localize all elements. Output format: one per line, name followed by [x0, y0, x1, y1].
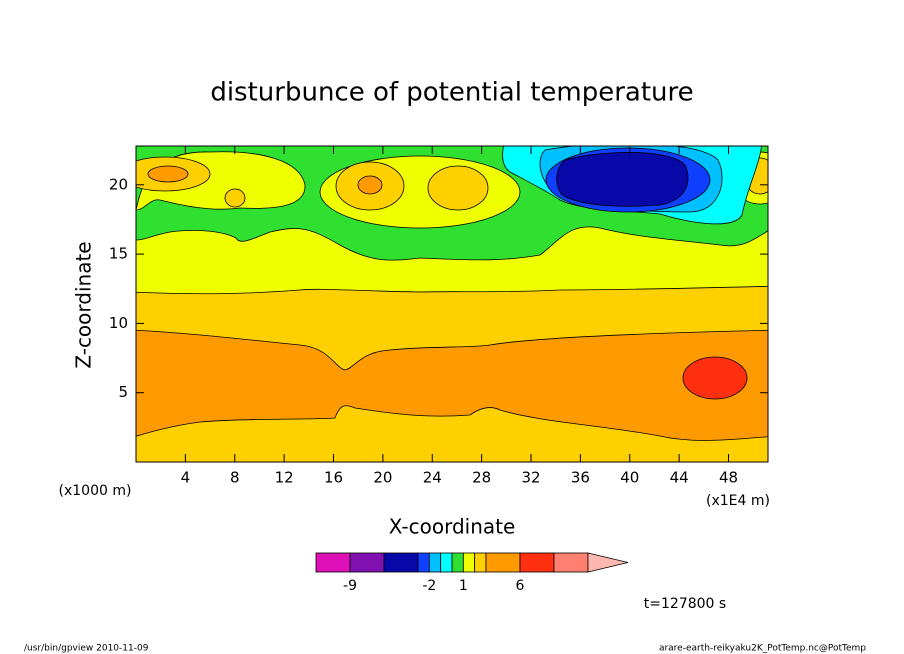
contour-region: [556, 151, 689, 207]
footer-left: /usr/bin/gpview 2010-11-09: [24, 644, 149, 654]
colorbar-segment: [383, 552, 419, 573]
contour-region: [147, 165, 189, 183]
contour-field: [136, 146, 768, 462]
x-tick-label: 48: [719, 469, 738, 487]
y-tick-label: 20: [109, 175, 128, 193]
x-tick-label: 12: [275, 469, 294, 487]
colorbar-tick-label: -9: [343, 578, 357, 594]
colorbar-segment: [485, 552, 521, 573]
colorbar-tick-label: -2: [422, 578, 436, 594]
x-tick-label: 36: [571, 469, 590, 487]
colorbar-segment: [315, 552, 351, 573]
x-tick-label: 44: [670, 469, 689, 487]
x-unit-left: (x1000 m): [59, 483, 132, 499]
x-tick-label: 28: [472, 469, 491, 487]
x-axis-label: X-coordinate: [389, 515, 516, 539]
colorbar-segment: [462, 552, 476, 573]
x-tick-label: 20: [373, 469, 392, 487]
plot-frame: [135, 145, 769, 463]
colorbar-segment: [519, 552, 555, 573]
colorbar-segment: [428, 552, 442, 573]
contour-region: [224, 188, 246, 208]
y-axis-label: Z-coordinate: [72, 241, 96, 368]
colorbar-segment: [417, 552, 430, 573]
time-label: t=127800 s: [644, 596, 726, 612]
x-tick-label: 24: [423, 469, 442, 487]
colorbar-segment: [349, 552, 385, 573]
x-tick-label: 8: [230, 469, 240, 487]
y-tick-label: 10: [109, 314, 128, 332]
colorbar-tick-label: 6: [516, 578, 525, 594]
colorbar-segment: [451, 552, 464, 573]
footer-right: arare-earth-reikyaku2K_PotTemp.nc@PotTem…: [659, 644, 866, 654]
x-tick-label: 40: [620, 469, 639, 487]
y-tick-label: 5: [118, 383, 128, 401]
y-tick-label: 15: [109, 245, 128, 263]
x-tick-label: 32: [521, 469, 540, 487]
x-tick-label: 16: [324, 469, 343, 487]
colorbar-segment: [553, 552, 589, 573]
colorbar-segment: [474, 552, 487, 573]
x-unit-right: (x1E4 m): [706, 493, 770, 509]
contour-region: [136, 329, 768, 441]
chart-title: disturbunce of potential temperature: [210, 78, 693, 108]
colorbar-segment: [440, 552, 453, 573]
contour-region: [427, 165, 489, 211]
contour-region: [357, 175, 383, 195]
colorbar-tick-label: 1: [459, 578, 468, 594]
contour-region: [682, 356, 748, 400]
colorbar-extension: [587, 552, 629, 573]
x-tick-label: 4: [181, 469, 191, 487]
